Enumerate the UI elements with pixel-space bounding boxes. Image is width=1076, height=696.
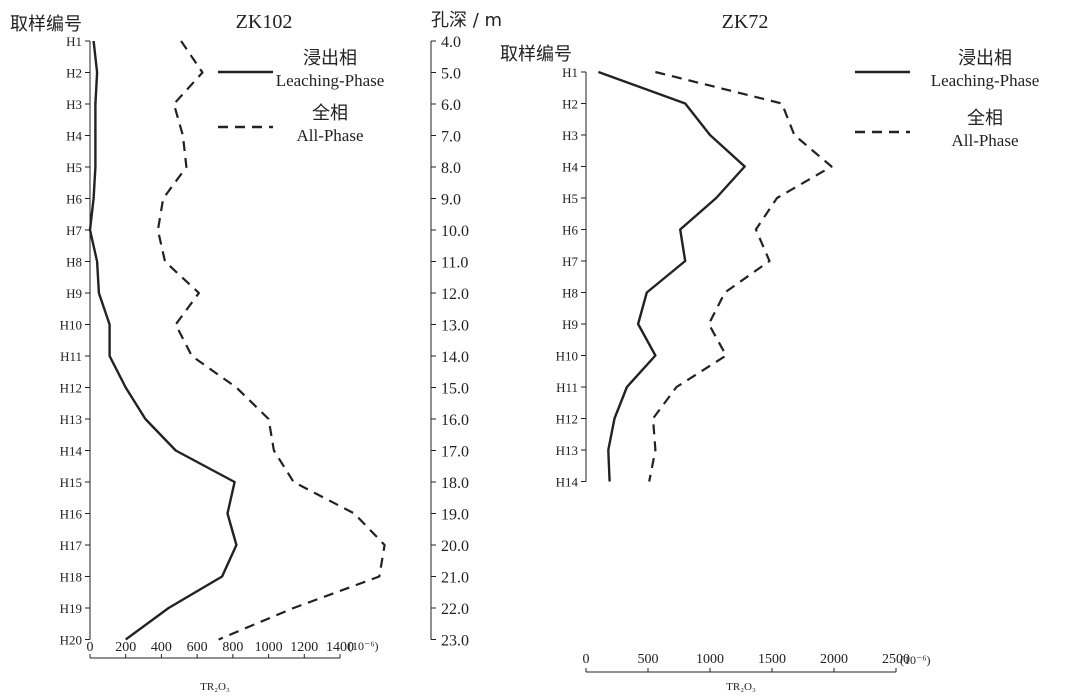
x-tick-label: 1000 bbox=[255, 640, 283, 655]
depth-tick-label: 9.0 bbox=[441, 192, 461, 209]
sample-tick-label: H9 bbox=[66, 286, 82, 301]
sample-tick-label: H18 bbox=[60, 570, 82, 585]
sample-tick-label: H8 bbox=[562, 286, 578, 301]
sample-tick-label: H15 bbox=[60, 475, 82, 490]
legend-label-cn: 全相 bbox=[967, 108, 1003, 129]
x-tick-label: 1200 bbox=[290, 640, 318, 655]
depth-tick-label: 7.0 bbox=[441, 129, 461, 146]
depth-tick-label: 10.0 bbox=[441, 223, 469, 240]
depth-tick-label: 17.0 bbox=[441, 444, 469, 461]
sample-tick-label: H7 bbox=[66, 223, 82, 238]
sample-tick-label: H11 bbox=[556, 380, 578, 395]
sample-tick-label: H12 bbox=[60, 381, 82, 396]
sample-tick-label: H16 bbox=[60, 507, 83, 522]
depth-tick-label: 14.0 bbox=[441, 349, 469, 366]
sample-tick-label: H2 bbox=[562, 97, 578, 112]
depth-tick-label: 11.0 bbox=[441, 255, 468, 272]
x-axis-label: TR₂O₃ bbox=[726, 681, 756, 693]
chart-title: ZK72 bbox=[722, 11, 769, 33]
legend-label-en: All-Phase bbox=[296, 126, 363, 145]
sample-tick-label: H6 bbox=[562, 223, 578, 238]
depth-tick-label: 15.0 bbox=[441, 381, 469, 398]
sample-tick-label: H9 bbox=[562, 317, 578, 332]
x-tick-label: 500 bbox=[638, 652, 659, 667]
sample-tick-label: H4 bbox=[66, 129, 82, 144]
series-line-all-phase bbox=[648, 70, 833, 482]
sample-tick-label: H10 bbox=[60, 318, 82, 333]
sample-tick-label: H7 bbox=[562, 254, 578, 269]
depth-tick-label: 18.0 bbox=[441, 475, 469, 492]
sample-tick-label: H17 bbox=[60, 538, 83, 553]
legend-label-en: Leaching-Phase bbox=[931, 71, 1040, 90]
sample-tick-label: H13 bbox=[556, 443, 578, 458]
x-tick-label: 2000 bbox=[820, 652, 848, 667]
depth-tick-label: 8.0 bbox=[441, 160, 461, 177]
sample-tick-label: H8 bbox=[66, 255, 82, 270]
depth-tick-label: 16.0 bbox=[441, 412, 469, 429]
depth-tick-label: 13.0 bbox=[441, 318, 469, 335]
sample-tick-label: H1 bbox=[562, 65, 578, 80]
legend-label-en: All-Phase bbox=[951, 131, 1018, 150]
sample-axis-label: 取样编号 bbox=[500, 44, 572, 65]
depth-tick-label: 12.0 bbox=[441, 286, 469, 303]
x-unit-label: (10⁻⁶) bbox=[900, 653, 931, 667]
sample-tick-label: H19 bbox=[60, 601, 82, 616]
x-tick-label: 1000 bbox=[696, 652, 724, 667]
x-axis-label: TR₂O₃ bbox=[200, 681, 230, 693]
x-tick-label: 0 bbox=[87, 640, 94, 655]
legend-label-cn: 浸出相 bbox=[958, 48, 1012, 69]
sample-tick-label: H10 bbox=[556, 349, 578, 364]
depth-axis: 孔深 / m 4.0 5.0 6.0 7.0 8.0 9.0 10.0 11.0 12.0 13.0… bbox=[431, 10, 502, 650]
sample-tick-label: H11 bbox=[60, 349, 82, 364]
x-tick-label: 1500 bbox=[758, 652, 786, 667]
sample-tick-label: H1 bbox=[66, 34, 82, 49]
x-tick-label: 400 bbox=[151, 640, 172, 655]
sample-tick-label: H3 bbox=[66, 97, 82, 112]
x-tick-label: 200 bbox=[115, 640, 136, 655]
depth-tick-label: 5.0 bbox=[441, 66, 461, 83]
sample-tick-label: H3 bbox=[562, 128, 578, 143]
x-tick-label: 1400 bbox=[326, 640, 354, 655]
chart-title: ZK102 bbox=[236, 11, 293, 33]
sample-tick-label: H14 bbox=[556, 475, 579, 490]
sample-tick-label: H13 bbox=[60, 412, 82, 427]
sample-tick-label: H12 bbox=[556, 412, 578, 427]
depth-tick-label: 6.0 bbox=[441, 97, 461, 114]
depth-tick-label: 20.0 bbox=[441, 538, 469, 555]
legend-label-en: Leaching-Phase bbox=[276, 71, 385, 90]
x-tick-label: 0 bbox=[583, 652, 590, 667]
depth-tick-label: 4.0 bbox=[441, 34, 461, 51]
depth-tick-label: 21.0 bbox=[441, 570, 469, 587]
legend-label-cn: 全相 bbox=[312, 103, 348, 124]
depth-tick-label: 19.0 bbox=[441, 507, 469, 524]
x-tick-label: 600 bbox=[187, 640, 208, 655]
sample-tick-label: H5 bbox=[562, 191, 578, 206]
series-line-leaching-phase bbox=[597, 70, 746, 482]
legend-label-cn: 浸出相 bbox=[303, 48, 357, 69]
depth-tick-label: 23.0 bbox=[441, 633, 469, 650]
depth-tick-label: 22.0 bbox=[441, 601, 469, 618]
sample-tick-label: H5 bbox=[66, 160, 82, 175]
x-tick-label: 2500 bbox=[882, 652, 910, 667]
sample-tick-label: H14 bbox=[60, 444, 83, 459]
sample-tick-label: H20 bbox=[60, 633, 82, 648]
depth-axis-label: 孔深 / m bbox=[431, 10, 502, 31]
sample-axis-label: 取样编号 bbox=[10, 14, 82, 35]
series-line-leaching-phase bbox=[88, 40, 238, 641]
sample-tick-label: H2 bbox=[66, 66, 82, 81]
x-tick-label: 800 bbox=[222, 640, 243, 655]
sample-tick-label: H4 bbox=[562, 160, 578, 175]
sample-tick-label: H6 bbox=[66, 192, 82, 207]
x-unit-label: (10⁻⁶) bbox=[348, 639, 379, 653]
